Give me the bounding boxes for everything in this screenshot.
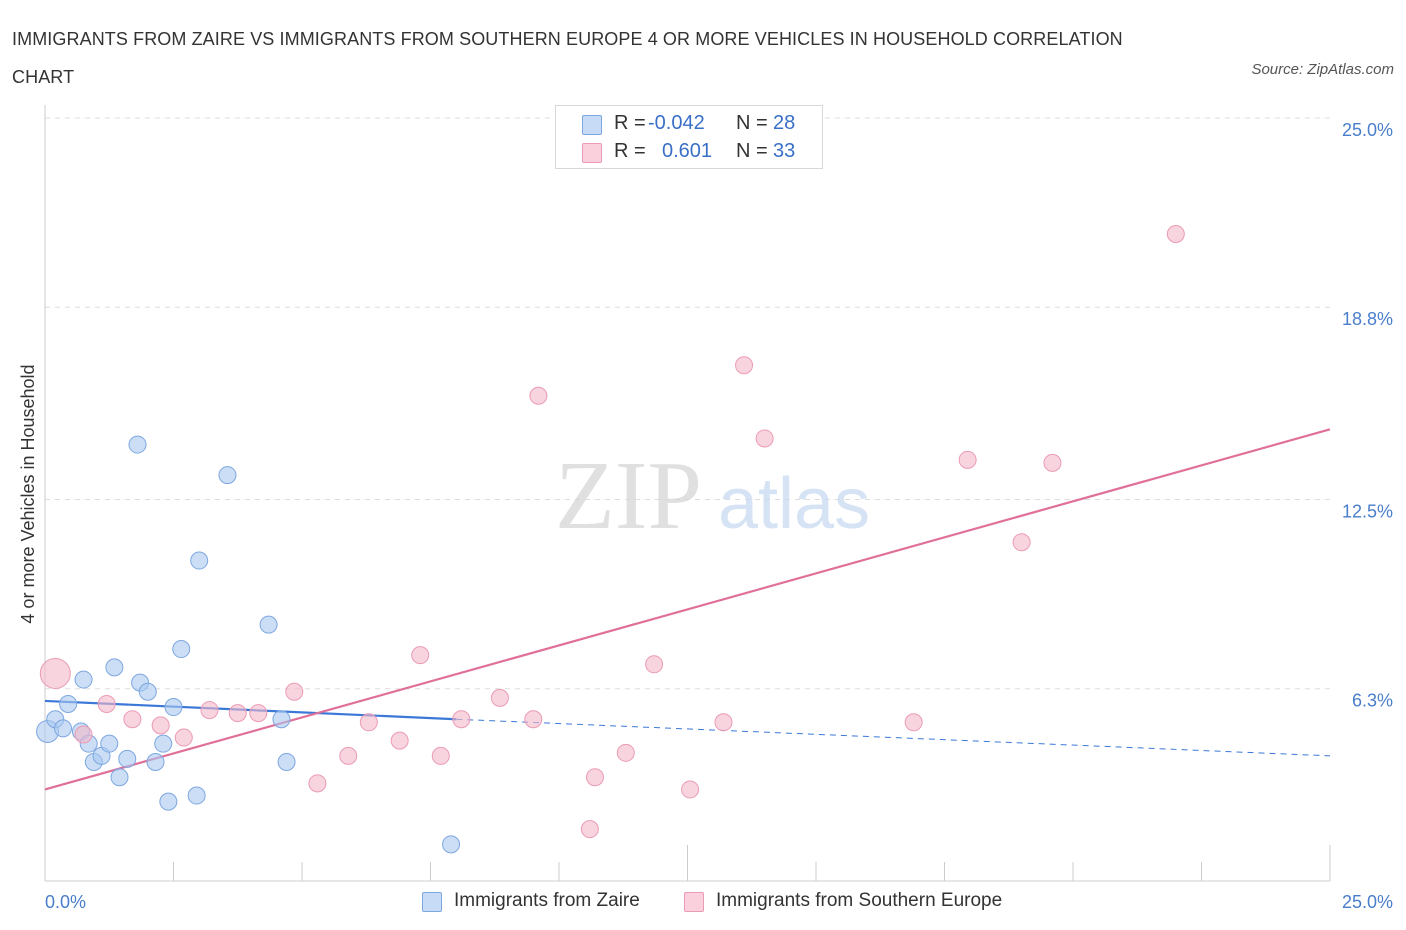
axes — [44, 105, 1331, 882]
southern-europe-point — [228, 704, 247, 723]
southern-europe-point — [285, 682, 304, 701]
watermark-zip: ZIP — [555, 442, 702, 550]
x-tick-label: 25.0% — [1342, 892, 1393, 912]
source-label: Source: ZipAtlas.com — [1251, 61, 1394, 78]
southern-europe-point — [411, 646, 430, 665]
southern-europe-point — [200, 701, 219, 720]
zaire-legend-label: Immigrants from Zaire — [454, 890, 640, 911]
stats-legend: R = -0.042 N = 28 R = 0.601 N = 33 — [555, 105, 823, 169]
southern-europe-point — [755, 429, 774, 448]
zaire-point — [154, 734, 173, 753]
southern-europe-point — [390, 731, 409, 750]
zaire-point — [138, 682, 157, 701]
southern-europe-point — [904, 713, 923, 732]
southern-europe-point — [174, 728, 193, 747]
southern-europe-point — [97, 694, 116, 713]
southern-europe-point — [714, 713, 733, 732]
southern-europe-point — [645, 655, 664, 674]
tick-labels: 6.3% 12.5% 18.8% 25.0% 0.0% 25.0% — [45, 120, 1393, 912]
southern-europe-point — [524, 710, 543, 729]
y-axis-title: 4 or more Vehicles in Household — [18, 364, 38, 623]
southern-europe-point — [359, 713, 378, 732]
southern-europe-point — [580, 820, 599, 839]
zaire-point — [74, 670, 93, 689]
southern-europe-point — [74, 725, 93, 744]
x-tick-label: 0.0% — [45, 892, 86, 912]
southern-europe-point — [452, 710, 471, 729]
southern-europe-point — [339, 746, 358, 765]
zaire-point — [259, 615, 278, 634]
zaire-point — [172, 640, 191, 659]
southern-europe-point — [308, 774, 327, 793]
zaire-point — [187, 786, 206, 805]
r-value: 0.601 — [662, 140, 713, 162]
southern-europe-point — [1012, 533, 1031, 552]
zaire-point — [190, 551, 209, 570]
zaire-legend-swatch — [422, 892, 442, 912]
zaire-point — [277, 752, 296, 771]
watermark: ZIP atlas — [555, 442, 870, 550]
zaire-point — [159, 792, 178, 811]
zaire-swatch — [582, 115, 602, 135]
southern-europe-trend-line — [44, 428, 1331, 791]
n-label: N = — [736, 112, 768, 134]
southern-europe-point — [123, 710, 142, 729]
southern-europe-point — [249, 704, 268, 723]
n-value: 28 — [773, 112, 796, 134]
zaire-point — [146, 752, 165, 771]
southern-europe-swatch — [582, 143, 602, 163]
southern-europe-point — [616, 743, 635, 762]
y-tick-label: 12.5% — [1342, 502, 1393, 522]
southern-europe-point — [1043, 453, 1062, 472]
chart-title: IMMIGRANTS FROM ZAIRE VS IMMIGRANTS FROM… — [12, 29, 1123, 87]
zaire-point — [110, 768, 129, 787]
zaire-point — [272, 710, 291, 729]
zaire-point — [218, 466, 237, 485]
zaire-point — [105, 658, 124, 677]
southern-europe-point — [490, 688, 509, 707]
southern-europe-point — [151, 716, 170, 735]
zaire-point — [100, 734, 119, 753]
y-tick-label: 18.8% — [1342, 309, 1393, 329]
southern-europe-point — [681, 780, 700, 799]
y-tick-label: 6.3% — [1352, 691, 1393, 711]
grid-lines — [45, 117, 1330, 690]
southern-europe-point — [585, 768, 604, 787]
southern-europe-point — [431, 746, 450, 765]
watermark-atlas: atlas — [718, 464, 870, 544]
southern-europe-legend-label: Immigrants from Southern Europe — [716, 890, 1003, 911]
zaire-point — [442, 835, 461, 854]
data-points — [36, 224, 1185, 854]
r-label: R = — [614, 140, 646, 162]
southern-europe-legend-swatch — [684, 892, 704, 912]
southern-europe-point — [958, 450, 977, 469]
y-tick-label: 25.0% — [1342, 120, 1393, 140]
zaire-point — [59, 694, 78, 713]
zaire-point — [53, 719, 72, 738]
southern-europe-point — [39, 657, 71, 689]
southern-europe-point — [1166, 224, 1185, 243]
r-label: R = — [614, 112, 646, 134]
southern-europe-point — [735, 356, 754, 375]
zaire-point — [128, 435, 147, 454]
zaire-point — [164, 698, 183, 717]
stats-row-zaire: R = -0.042 N = 28 — [556, 111, 822, 139]
zaire-trend-extension — [456, 718, 1331, 757]
n-value: 33 — [773, 140, 796, 162]
r-value: -0.042 — [648, 112, 705, 134]
zaire-point — [118, 749, 137, 768]
stats-row-southern-europe: R = 0.601 N = 33 — [556, 139, 822, 167]
southern-europe-point — [529, 386, 548, 405]
n-label: N = — [736, 140, 768, 162]
